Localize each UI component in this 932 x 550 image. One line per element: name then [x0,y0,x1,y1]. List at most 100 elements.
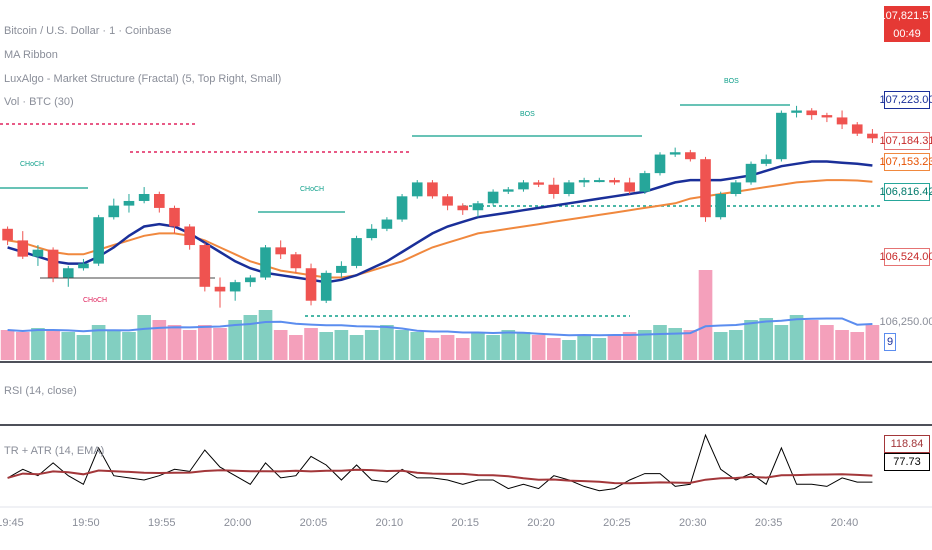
volume-bar [304,328,318,360]
volume-bar [562,340,576,360]
volume-bar [638,330,652,360]
candle-body [776,112,787,160]
volume-bar [546,338,561,360]
legend-symbol[interactable]: Bitcoin / U.S. Dollar · 1 · Coinbase [4,25,172,37]
candle-body [821,115,833,118]
volume-bar [622,332,637,360]
candle-body [199,245,211,287]
candle-body [123,200,135,206]
volume-bar [729,330,743,360]
high-level-badge: 107,184.31 [879,132,932,150]
volume-bar [364,330,379,360]
volume-bar [198,325,212,360]
candle-body [229,282,241,292]
candle-body [548,184,560,194]
candle-body [78,263,89,269]
volume-bar [380,325,394,360]
volume-bar [577,335,591,360]
volume-bar [471,332,485,360]
candle-body [336,265,347,273]
candle-body [17,240,29,257]
structure-label: CHoCH [300,186,324,193]
volume-bar [0,330,15,360]
support-badge: 106,816.42 [879,183,932,201]
time-tick-label: 20:00 [224,517,252,529]
structure-label: CHoCH [83,297,107,304]
candle-body [533,182,544,185]
time-tick-label: 19:50 [72,517,100,529]
tr-badge: 118.84 [884,435,930,453]
candle-body [578,180,590,183]
volume-bar [865,325,880,360]
candle-body [836,117,848,125]
candle-body [427,182,438,197]
candle-body [351,238,362,266]
candle-body [93,217,104,264]
volume-bar [759,318,774,360]
volume-bar [850,332,865,360]
volume-bar [713,332,728,360]
candle-body [366,228,378,239]
atr-line [7,468,873,485]
volume-bar [213,328,227,360]
candle-body [745,163,757,183]
volume-bar [182,330,197,360]
low-level-badge: 106,524.00 [879,248,932,266]
candle-body [245,277,256,283]
candle-body [108,205,120,218]
volume-bar [789,315,804,360]
volume-bar [653,325,667,360]
candle-body [502,189,514,192]
ma-fast-line [7,160,873,284]
volume-bar [804,320,819,360]
ma-fast-badge: 107,223.00 [879,91,932,109]
tr-line [7,433,873,492]
candle-body [411,182,423,197]
time-tick-label: 19:45 [0,517,24,529]
candle-body [320,272,332,301]
candle-body [518,182,529,190]
candle-body [62,268,74,278]
time-tick-label: 20:30 [679,517,707,529]
volume-bar [501,330,516,360]
candle-body [32,249,44,257]
candle-body [260,247,271,278]
ma-slow-badge: 107,153.23 [879,153,932,171]
candle-body [730,182,742,194]
volume-bar [258,310,273,360]
volume-bar [289,335,303,360]
candle-body [685,152,696,160]
candle-body [669,152,681,155]
volume-bar [486,335,500,360]
candle-body [138,194,150,201]
volume-bar [835,330,849,360]
candle-body [472,203,484,211]
volume-bar [531,335,546,360]
time-tick-label: 20:05 [300,517,328,529]
volume-bar [15,332,30,360]
legend-volume[interactable]: Vol · BTC (30) [4,96,74,108]
time-tick-label: 20:10 [376,517,404,529]
legend-market-structure[interactable]: LuxAlgo - Market Structure (Fractal) (5,… [4,73,282,85]
candle-body [275,247,286,255]
volume-bar [122,332,136,360]
volume-bar [334,330,349,360]
legend-ma-ribbon[interactable]: MA Ribbon [4,49,58,61]
structure-label: BOS [724,78,739,85]
legend-atr[interactable]: TR + ATR (14, EMA) [4,445,105,457]
vol-count-badge: 9 [884,333,896,351]
legend-rsi[interactable]: RSI (14, close) [4,385,77,397]
volume-ma-line [7,317,873,337]
volume-bar [410,332,425,360]
candle-body [594,180,605,183]
volume-bar [820,325,834,360]
volume-bar [395,330,409,360]
candle-body [851,124,863,134]
volume-bar [455,338,470,360]
time-tick-label: 20:20 [527,517,555,529]
volume-bar [152,320,167,360]
candle-body [305,268,317,301]
countdown-badge: 00:49 [884,25,930,42]
candle-body [487,191,499,204]
